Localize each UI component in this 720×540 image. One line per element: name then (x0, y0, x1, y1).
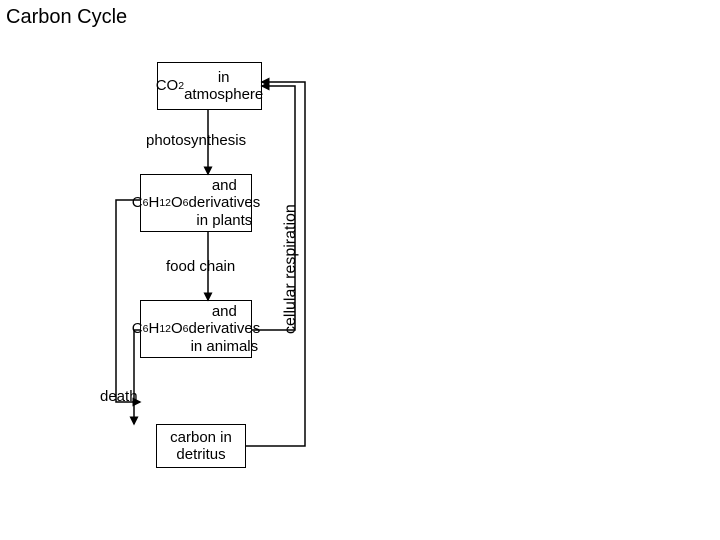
node-glucose-animals: C6H12O6 and derivatives in animals (140, 300, 252, 358)
edge-label-food-chain: food chain (166, 258, 235, 275)
node-glucose-plants: C6H12O6 and derivatives in plants (140, 174, 252, 232)
edge-label-death: death (100, 388, 138, 405)
edge-label-cellular-respiration: cellular respiration (282, 204, 300, 334)
diagram-title: Carbon Cycle (6, 6, 127, 29)
edge-label-photosynthesis: photosynthesis (146, 132, 246, 149)
arrows-layer (0, 0, 720, 540)
node-carbon-detritus: carbon in detritus (156, 424, 246, 468)
node-co2-atmosphere: CO2 in atmosphere (157, 62, 262, 110)
arrow-plants-to-detritus-l (116, 200, 140, 402)
